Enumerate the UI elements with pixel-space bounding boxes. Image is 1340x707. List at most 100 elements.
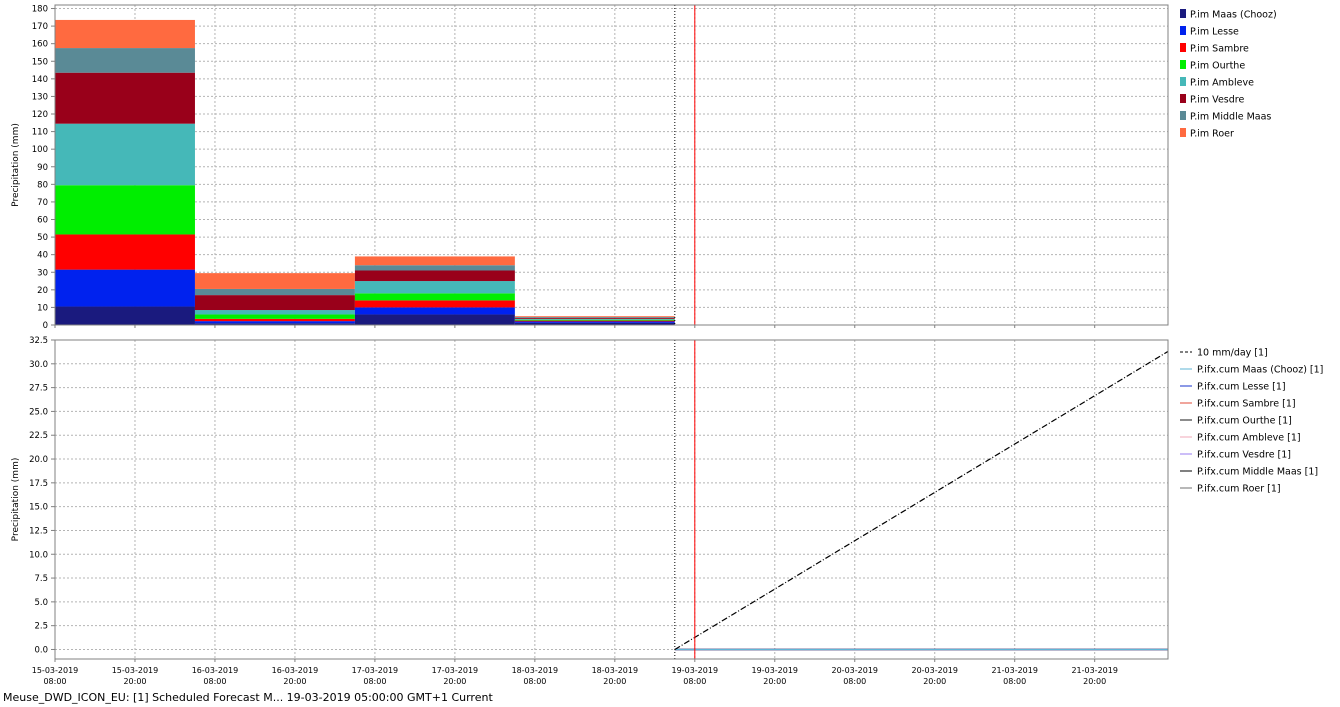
y-tick-label: 32.5 <box>29 336 48 346</box>
plot-area-bottom <box>55 340 1168 659</box>
y-tick-label: 30 <box>37 268 48 278</box>
y-tick-label: 2.5 <box>34 622 48 632</box>
bar-segment <box>354 256 515 266</box>
y-tick-label: 40 <box>37 251 48 261</box>
bar-segment <box>55 123 195 186</box>
y-tick-label: 22.5 <box>29 431 48 441</box>
legend-item-label: P.ifx.cum Ambleve [1] <box>1197 433 1301 444</box>
legend-item-label: P.im Lesse <box>1190 27 1239 38</box>
legend-bottom: 10 mm/day [1] P.ifx.cum Maas (Chooz) [1] P… <box>1180 348 1323 495</box>
y-tick-label: 0 <box>43 321 48 331</box>
legend-item-label: P.ifx.cum Vesdre [1] <box>1197 450 1291 461</box>
legend-item-label: 10 mm/day [1] <box>1197 348 1268 359</box>
series-line <box>674 350 1169 650</box>
bar-segment <box>514 317 675 319</box>
y-tick-label: 20.0 <box>29 455 48 465</box>
bar-segment <box>55 269 195 307</box>
plot-area-top <box>55 5 1168 325</box>
bar-segment <box>55 72 195 124</box>
bar-segment <box>354 265 515 271</box>
legend-item-label: P.im Maas (Chooz) <box>1190 10 1277 21</box>
legend-item-label: P.ifx.cum Roer [1] <box>1197 484 1281 495</box>
bar-segment <box>514 316 675 318</box>
x-tick-label-date: 18-03-2019 <box>592 666 639 675</box>
x-tick-label-time: 20:00 <box>923 677 946 686</box>
legend-item-label: P.im Roer <box>1190 129 1234 140</box>
bar-segment <box>354 307 515 315</box>
x-tick-label-time: 08:00 <box>203 677 226 686</box>
x-tick-label-date: 15-03-2019 <box>32 666 79 675</box>
legend-item-label: P.ifx.cum Lesse [1] <box>1197 382 1286 393</box>
y-tick-label: 70 <box>37 198 48 208</box>
bar-segment <box>514 321 675 323</box>
x-tick-label-time: 20:00 <box>1083 677 1106 686</box>
legend-swatch <box>1180 60 1186 69</box>
plot-frame <box>54 339 1169 660</box>
legend-item-label: P.im Middle Maas <box>1190 112 1271 123</box>
legend-item-label: P.im Ambleve <box>1190 78 1254 89</box>
panel-top: 0 10 20 30 40 50 60 70 80 90 100 110 120 130 140 150 160… <box>11 4 1277 331</box>
y-tick-label: 5.0 <box>34 598 48 608</box>
y-tick-label: 27.5 <box>29 384 48 394</box>
legend-swatch <box>1180 111 1186 120</box>
x-tick-label-time: 08:00 <box>363 677 386 686</box>
y-tick-label: 150 <box>32 57 48 67</box>
legend-item-label: P.ifx.cum Middle Maas [1] <box>1197 467 1318 478</box>
chart-canvas: 0 10 20 30 40 50 60 70 80 90 100 110 120 130 140 150 160… <box>11 4 1323 686</box>
y-tick-label: 120 <box>32 110 48 120</box>
x-tick-label-date: 19-03-2019 <box>752 666 799 675</box>
y-tick-label: 130 <box>32 92 48 102</box>
bar-segment <box>354 293 515 301</box>
y-axis-label: Precipitation (mm) <box>11 123 21 207</box>
bar-segment <box>514 322 675 325</box>
x-tick-label-date: 19-03-2019 <box>672 666 719 675</box>
bar-segment <box>194 318 355 322</box>
bar-segment <box>194 321 355 324</box>
x-tick-label-date: 17-03-2019 <box>352 666 399 675</box>
x-tick-label-time: 08:00 <box>523 677 546 686</box>
bar-segment <box>354 314 515 325</box>
x-tick-label-time: 20:00 <box>123 677 146 686</box>
y-tick-label: 10 <box>37 303 48 313</box>
legend-swatch <box>1180 128 1186 137</box>
y-tick-label: 15.0 <box>29 503 48 513</box>
x-tick-label-time: 08:00 <box>43 677 66 686</box>
y-tick-label: 80 <box>37 180 48 190</box>
x-tick-label-date: 16-03-2019 <box>192 666 239 675</box>
bar-segment <box>55 19 195 49</box>
bar-segment <box>354 300 515 308</box>
y-tick-label: 0.0 <box>34 645 48 655</box>
legend-swatch <box>1180 94 1186 103</box>
y-tick-label: 12.5 <box>29 526 48 536</box>
y-tick-label: 140 <box>32 75 48 85</box>
bar-segment <box>194 295 355 311</box>
x-axis-labels: 15-03-2019 08:00 15-03-2019 20:00 16-03-2019… <box>32 666 1118 686</box>
legend-swatch <box>1180 77 1186 86</box>
y-tick-label: 10.0 <box>29 550 48 560</box>
x-tick-label-date: 18-03-2019 <box>512 666 559 675</box>
y-tick-label: 30.0 <box>29 360 48 370</box>
plot-frame <box>54 4 1169 326</box>
bar-segment <box>194 314 355 319</box>
y-tick-label: 50 <box>37 233 48 243</box>
legend-item-label: P.ifx.cum Sambre [1] <box>1197 399 1296 410</box>
legend-item-label: P.im Ourthe <box>1190 61 1245 72</box>
bar-segment <box>194 273 355 289</box>
legend-item-label: P.im Vesdre <box>1190 95 1244 106</box>
x-tick-label-time: 08:00 <box>1003 677 1026 686</box>
x-tick-label-date: 20-03-2019 <box>911 666 958 675</box>
panel-bottom: 0.0 2.5 5.0 7.5 10.0 12.5 15.0 17.5 20.0 22.5 25.0… <box>11 336 1323 662</box>
bar-segment <box>194 323 355 325</box>
x-tick-label-date: 17-03-2019 <box>432 666 479 675</box>
x-tick-label-time: 20:00 <box>283 677 306 686</box>
y-tick-label: 17.5 <box>29 479 48 489</box>
x-tick-label-date: 21-03-2019 <box>991 666 1038 675</box>
y-axis-label: Precipitation (mm) <box>11 458 21 542</box>
y-tick-label: 60 <box>37 216 48 226</box>
x-tick-label-date: 20-03-2019 <box>832 666 879 675</box>
y-tick-label: 110 <box>32 128 48 138</box>
x-tick-label-time: 08:00 <box>843 677 866 686</box>
bar-segment <box>354 281 515 294</box>
legend-top: P.im Maas (Chooz) P.im Lesse P.im Sambre P.… <box>1180 9 1277 140</box>
bar-segment <box>514 319 675 321</box>
